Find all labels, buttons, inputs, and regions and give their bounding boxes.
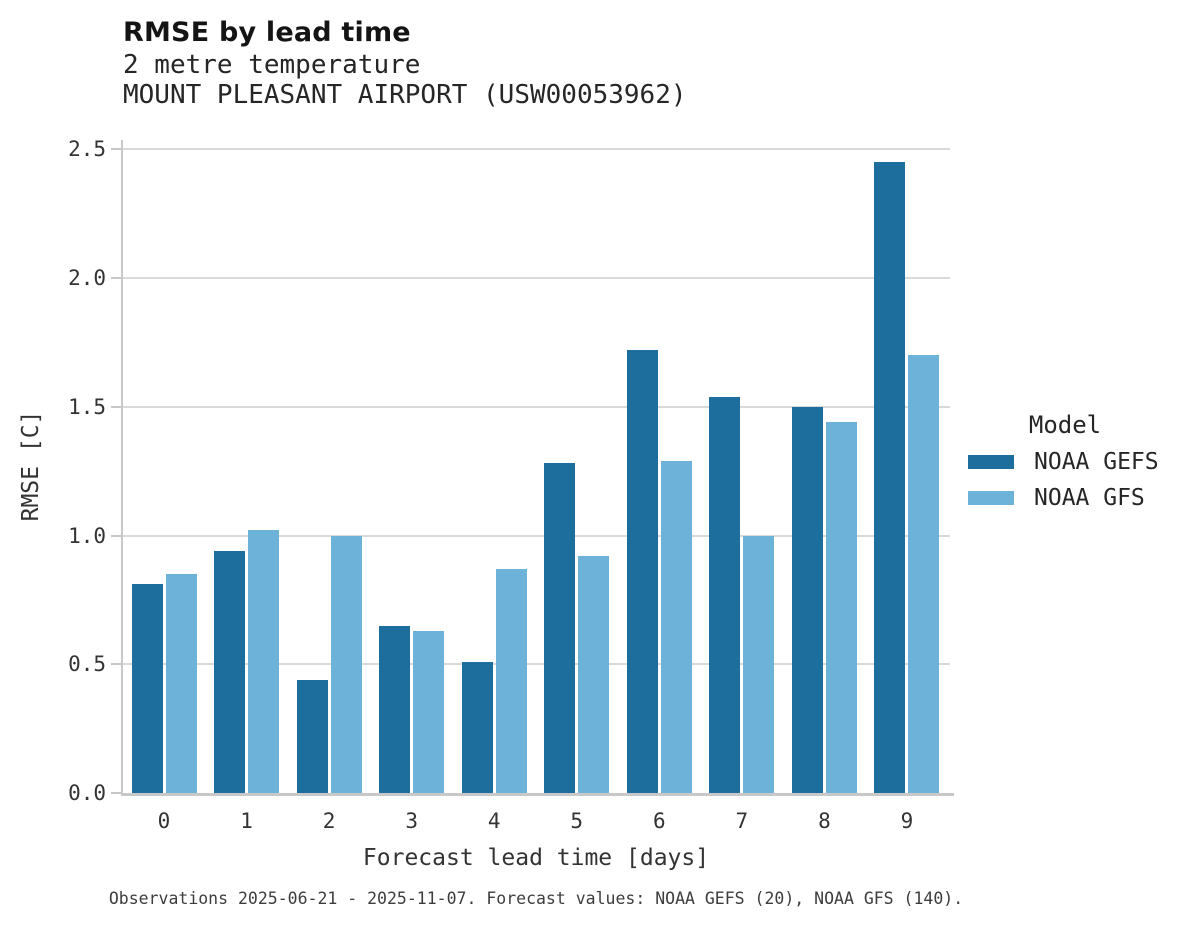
chart-title: RMSE by lead time <box>123 17 411 48</box>
bar-noaa-gfs-day-0 <box>165 574 197 793</box>
x-tick-label-0: 0 <box>157 809 171 833</box>
gridline-y-1.5 <box>121 405 950 408</box>
y-tick-1.5 <box>111 405 121 408</box>
chart-subtitle-station: MOUNT PLEASANT AIRPORT (USW00053962) <box>123 80 687 110</box>
legend: Model NOAA GEFS NOAA GFS <box>962 408 1168 516</box>
y-tick-label-2.0: 2.0 <box>68 266 106 291</box>
x-axis-spine <box>121 793 954 796</box>
bar-noaa-gfs-day-4 <box>495 569 527 793</box>
bar-noaa-gfs-day-6 <box>660 460 692 793</box>
x-tick-label-3: 3 <box>405 809 418 833</box>
y-axis-spine <box>121 140 123 796</box>
y-tick-label-1.5: 1.5 <box>68 394 106 419</box>
x-tick-label-7: 7 <box>735 809 749 833</box>
bar-noaa-gfs-day-5 <box>578 556 610 793</box>
legend-swatch-noaa-gfs <box>968 491 1014 505</box>
y-tick-0 <box>111 792 121 794</box>
bar-noaa-gefs-day-5 <box>544 463 576 793</box>
bar-noaa-gfs-day-2 <box>330 535 362 793</box>
y-tick-label-0.5: 0.5 <box>68 652 106 677</box>
bar-noaa-gefs-day-3 <box>379 625 411 793</box>
legend-entry-noaa-gfs: NOAA GFS <box>962 480 1168 516</box>
legend-label-noaa-gefs: NOAA GEFS <box>1034 449 1159 475</box>
x-tick-label-6: 6 <box>652 809 666 833</box>
y-tick-1 <box>111 534 121 537</box>
bar-noaa-gefs-day-0 <box>131 584 163 793</box>
bar-noaa-gfs-day-3 <box>413 630 445 793</box>
bar-noaa-gefs-day-9 <box>874 162 906 793</box>
x-tick-label-8: 8 <box>818 809 831 833</box>
bar-noaa-gefs-day-2 <box>296 679 328 793</box>
y-tick-2.5 <box>111 148 121 151</box>
x-tick-label-1: 1 <box>240 809 253 833</box>
footer-caption: Observations 2025-06-21 - 2025-11-07. Fo… <box>108 889 964 908</box>
chart-subtitle-variable: 2 metre temperature <box>123 50 421 80</box>
legend-swatch-noaa-gefs <box>968 455 1014 469</box>
bar-noaa-gfs-day-8 <box>825 422 857 793</box>
x-tick-label-4: 4 <box>487 809 501 833</box>
gridline-y-2 <box>121 277 950 280</box>
x-tick-label-5: 5 <box>570 809 584 833</box>
title-block: RMSE by lead time 2 metre temperature MO… <box>123 16 687 110</box>
x-tick-label-2: 2 <box>322 809 336 833</box>
bar-noaa-gefs-day-8 <box>791 406 823 793</box>
bar-noaa-gefs-day-4 <box>461 661 493 793</box>
bar-noaa-gefs-day-6 <box>626 350 658 793</box>
y-tick-label-2.5: 2.5 <box>68 137 106 162</box>
y-tick-label-1.0: 1.0 <box>68 523 106 548</box>
bar-noaa-gefs-day-7 <box>709 396 741 793</box>
legend-entry-noaa-gefs: NOAA GEFS <box>962 444 1168 480</box>
legend-title: Model <box>1028 411 1102 439</box>
gridline-y-2.5 <box>121 148 950 151</box>
x-axis-title: Forecast lead time [days] <box>362 845 710 871</box>
y-tick-label-0.0: 0.0 <box>68 781 106 805</box>
bar-noaa-gfs-day-7 <box>743 535 775 793</box>
gridline-y-0.5 <box>121 663 950 666</box>
gridline-y-1 <box>121 534 950 537</box>
bar-noaa-gfs-day-9 <box>908 355 940 793</box>
bar-noaa-gfs-day-1 <box>248 530 280 793</box>
y-tick-2 <box>111 277 121 280</box>
legend-label-noaa-gfs: NOAA GFS <box>1034 485 1145 511</box>
y-tick-0.5 <box>111 663 121 666</box>
bar-noaa-gefs-day-1 <box>214 551 246 793</box>
x-tick-label-9: 9 <box>900 809 914 833</box>
y-axis-title: RMSE [C] <box>18 410 44 522</box>
